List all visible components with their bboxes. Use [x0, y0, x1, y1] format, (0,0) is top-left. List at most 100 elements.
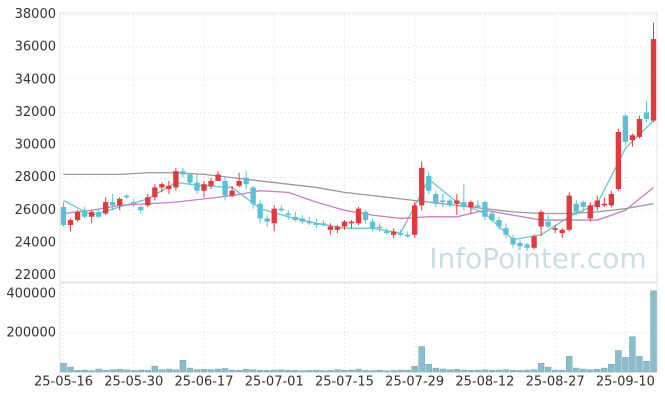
candle-body	[313, 223, 320, 225]
volume-bar	[601, 367, 608, 373]
candle-body	[201, 184, 207, 191]
y-tick-label: 24000	[15, 235, 56, 250]
volume-bar	[278, 369, 285, 373]
candle-body	[524, 244, 530, 248]
x-tick-label: 25-05-16	[34, 375, 93, 390]
candle-body	[124, 195, 130, 198]
volume-bar	[636, 356, 643, 373]
volume-bar	[341, 369, 348, 373]
volume-bar	[432, 367, 439, 373]
volume-bar	[193, 369, 201, 373]
candle-body	[594, 200, 600, 208]
volume-bar	[390, 370, 397, 373]
candle-body	[81, 210, 88, 217]
volume-bar	[348, 369, 355, 373]
volume-bar	[650, 290, 657, 373]
candle-body	[482, 202, 488, 217]
volume-bar	[186, 367, 194, 373]
candle-body	[327, 226, 334, 230]
volume-bar	[467, 369, 475, 373]
volume-bar	[109, 369, 116, 373]
candle-body	[447, 200, 453, 206]
candle-body	[250, 187, 256, 204]
volume-bar	[137, 369, 144, 373]
volume-bar	[130, 370, 137, 373]
volume-bar	[235, 369, 243, 373]
candle-body	[257, 203, 263, 219]
volume-bar	[355, 368, 362, 373]
candle-body	[468, 202, 474, 208]
candle-body	[517, 242, 523, 247]
x-tick-label: 25-07-15	[315, 375, 374, 390]
volume-bar	[313, 369, 320, 373]
candle-body	[545, 221, 551, 227]
candle-body	[461, 202, 467, 208]
candle-body	[489, 213, 495, 221]
volume-bar	[256, 369, 264, 373]
candle-body	[110, 202, 116, 206]
candle-body	[566, 195, 572, 230]
volume-bar	[551, 369, 559, 373]
volume-bar	[123, 369, 130, 373]
x-tick-label: 25-06-17	[174, 375, 233, 390]
volume-bar	[172, 369, 180, 373]
volume-bar	[608, 363, 615, 373]
volume-bar	[573, 367, 580, 373]
candle-body	[166, 185, 172, 190]
volume-bar	[334, 369, 341, 373]
volume-bar	[425, 363, 432, 373]
candle-body	[390, 231, 397, 235]
candle-body	[222, 180, 228, 196]
volume-bar	[60, 362, 67, 373]
y-tick-label: 34000	[15, 72, 56, 87]
x-tick-label: 25-07-01	[245, 375, 304, 390]
candle-body	[180, 171, 186, 175]
candle-body	[587, 205, 593, 219]
volume-bar	[327, 370, 334, 373]
volume-bar	[228, 369, 236, 373]
volume-bar	[249, 369, 257, 373]
candle-body	[383, 231, 390, 234]
volume-bar	[615, 350, 622, 373]
candle-body	[60, 207, 67, 225]
candle-body	[278, 208, 284, 211]
volume-bar	[214, 368, 222, 373]
candle-body	[475, 205, 481, 208]
candle-body	[320, 223, 327, 225]
y-tick-label: 30000	[15, 138, 56, 153]
volume-bar	[439, 368, 446, 373]
candle-body	[355, 208, 362, 224]
candle-body	[102, 202, 109, 214]
volume-bar	[95, 368, 102, 373]
volume-bar	[207, 369, 215, 373]
volume-bar	[516, 370, 524, 373]
candle-body	[559, 229, 565, 234]
panel-frame	[59, 12, 658, 283]
volume-bar	[200, 369, 208, 373]
volume-bar	[488, 369, 496, 373]
volume-bar	[580, 368, 587, 373]
volume-bar	[622, 357, 629, 373]
y-tick-label: 36000	[15, 40, 56, 55]
candle-body	[194, 182, 200, 191]
volume-bar	[271, 369, 278, 373]
volume-bar	[404, 369, 411, 373]
x-tick-label: 25-07-29	[385, 375, 444, 390]
volume-bar	[376, 369, 383, 373]
candle-body	[95, 211, 102, 217]
candle-body	[440, 200, 446, 203]
moving-average-line	[63, 172, 654, 215]
watermark: InfoPointer.com	[429, 242, 646, 275]
candle-body	[187, 174, 193, 183]
volume-bar	[418, 346, 425, 373]
candle-body	[264, 218, 270, 222]
candle-body	[397, 233, 404, 235]
candle-body	[419, 167, 425, 206]
volume-bar	[502, 369, 510, 373]
volume-bar	[320, 370, 327, 373]
candle-body	[454, 200, 460, 204]
candle-body	[601, 203, 607, 206]
y-tick-label: 400000	[6, 286, 56, 301]
candle-body	[412, 205, 418, 235]
candle-body	[615, 132, 622, 190]
